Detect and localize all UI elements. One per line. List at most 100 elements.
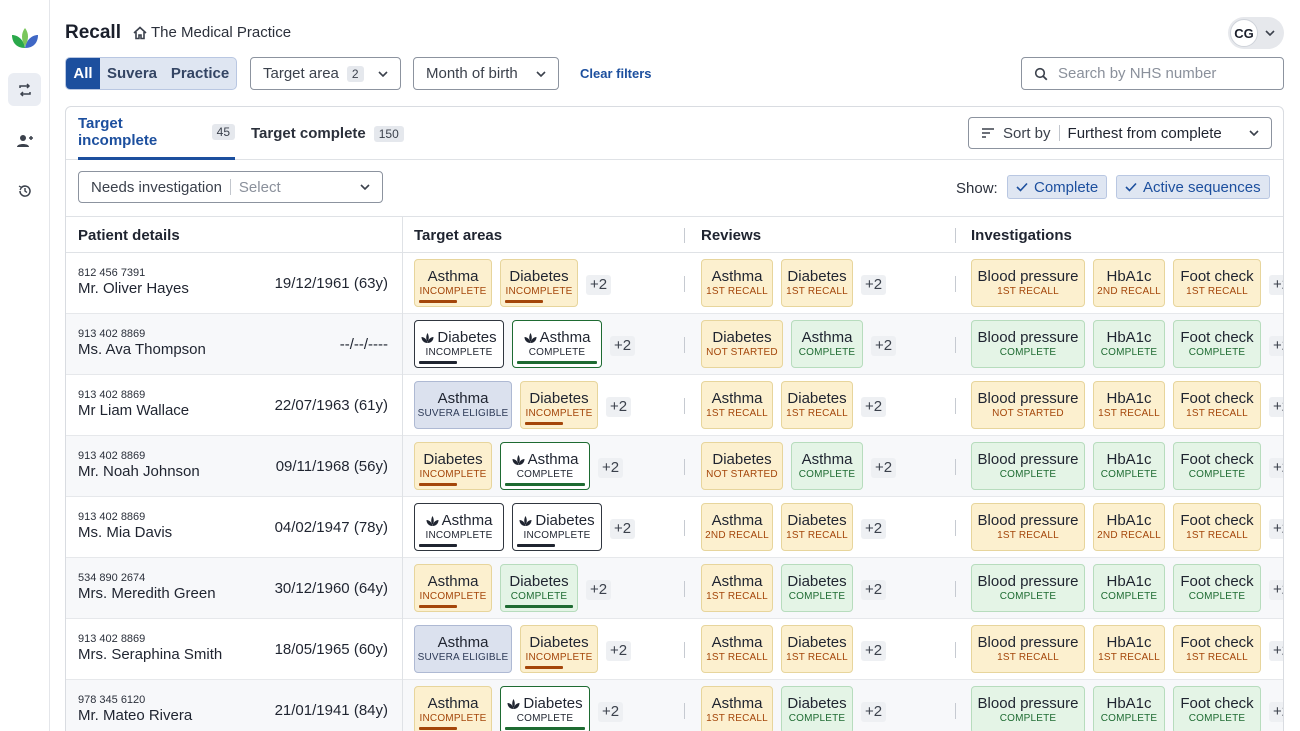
target-area-pill[interactable]: Asthma COMPLETE	[512, 320, 602, 368]
investigation-pill[interactable]: HbA1c COMPLETE	[1093, 686, 1165, 731]
investigation-pill[interactable]: Foot check COMPLETE	[1173, 320, 1261, 368]
show-complete-chip[interactable]: Complete	[1007, 175, 1108, 199]
target-area-pill[interactable]: Diabetes COMPLETE	[500, 686, 590, 731]
target-area-pill[interactable]: Asthma SUVERA ELIGIBLE	[414, 381, 512, 429]
review-pill[interactable]: Diabetes 1ST RECALL	[781, 381, 853, 429]
review-pill[interactable]: Diabetes COMPLETE	[781, 686, 853, 731]
review-pill[interactable]: Asthma COMPLETE	[791, 320, 863, 368]
search-input[interactable]	[1058, 65, 1268, 82]
target-area-pill[interactable]: Diabetes INCOMPLETE	[520, 381, 598, 429]
segment-suvera[interactable]: Suvera	[106, 65, 158, 82]
investigation-pill[interactable]: HbA1c COMPLETE	[1093, 442, 1165, 490]
more-investigations-badge[interactable]: +2	[1269, 336, 1283, 356]
sort-select[interactable]: Sort by Furthest from complete	[968, 117, 1272, 149]
target-area-pill[interactable]: Asthma INCOMPLETE	[414, 259, 492, 307]
review-pill[interactable]: Asthma 1ST RECALL	[701, 625, 773, 673]
review-pill[interactable]: Asthma COMPLETE	[791, 442, 863, 490]
review-pill[interactable]: Asthma 1ST RECALL	[701, 564, 773, 612]
more-targets-badge[interactable]: +2	[598, 702, 624, 722]
segment-practice[interactable]: Practice	[170, 65, 230, 82]
more-reviews-badge[interactable]: +2	[861, 519, 887, 539]
more-investigations-badge[interactable]: +2	[1269, 702, 1283, 722]
more-reviews-badge[interactable]: +2	[861, 580, 887, 600]
more-targets-badge[interactable]: +2	[610, 519, 636, 539]
investigation-pill[interactable]: Foot check 1ST RECALL	[1173, 259, 1261, 307]
more-targets-badge[interactable]: +2	[610, 336, 636, 356]
target-area-select[interactable]: Target area 2	[250, 57, 401, 90]
investigation-pill[interactable]: Foot check COMPLETE	[1173, 564, 1261, 612]
target-area-pill[interactable]: Asthma INCOMPLETE	[414, 564, 492, 612]
more-investigations-badge[interactable]: +2	[1269, 397, 1283, 417]
more-reviews-badge[interactable]: +2	[861, 641, 887, 661]
more-reviews-badge[interactable]: +2	[871, 458, 897, 478]
table-row[interactable]: 913 402 8869 Mrs. Seraphina Smith 18/05/19…	[66, 619, 1283, 680]
history-nav-button[interactable]	[8, 174, 41, 207]
target-area-pill[interactable]: Diabetes INCOMPLETE	[512, 503, 602, 551]
investigation-pill[interactable]: Blood pressure COMPLETE	[971, 686, 1085, 731]
review-pill[interactable]: Asthma 1ST RECALL	[701, 686, 773, 731]
investigation-pill[interactable]: Blood pressure COMPLETE	[971, 320, 1085, 368]
more-reviews-badge[interactable]: +2	[861, 275, 887, 295]
review-pill[interactable]: Diabetes NOT STARTED	[701, 320, 783, 368]
investigation-pill[interactable]: Foot check 1ST RECALL	[1173, 503, 1261, 551]
segment-all[interactable]: All	[66, 58, 100, 89]
investigation-pill[interactable]: HbA1c COMPLETE	[1093, 564, 1165, 612]
target-area-pill[interactable]: Diabetes INCOMPLETE	[520, 625, 598, 673]
table-row[interactable]: 812 456 7391 Mr. Oliver Hayes 19/12/1961 (…	[66, 253, 1283, 314]
target-area-pill[interactable]: Asthma COMPLETE	[500, 442, 590, 490]
target-area-pill[interactable]: Asthma INCOMPLETE	[414, 686, 492, 731]
review-pill[interactable]: Asthma 1ST RECALL	[701, 381, 773, 429]
review-pill[interactable]: Diabetes NOT STARTED	[701, 442, 783, 490]
more-targets-badge[interactable]: +2	[606, 641, 632, 661]
investigation-pill[interactable]: HbA1c 1ST RECALL	[1093, 625, 1165, 673]
more-reviews-badge[interactable]: +2	[861, 397, 887, 417]
more-investigations-badge[interactable]: +2	[1269, 458, 1283, 478]
investigation-pill[interactable]: Blood pressure 1ST RECALL	[971, 259, 1085, 307]
clear-filters-link[interactable]: Clear filters	[580, 66, 652, 81]
table-row[interactable]: 913 402 8869 Mr Liam Wallace 22/07/1963 (6…	[66, 375, 1283, 436]
investigation-pill[interactable]: HbA1c 1ST RECALL	[1093, 381, 1165, 429]
more-targets-badge[interactable]: +2	[598, 458, 624, 478]
review-pill[interactable]: Diabetes 1ST RECALL	[781, 625, 853, 673]
target-area-pill[interactable]: Asthma SUVERA ELIGIBLE	[414, 625, 512, 673]
more-reviews-badge[interactable]: +2	[861, 702, 887, 722]
more-targets-badge[interactable]: +2	[586, 275, 612, 295]
investigation-pill[interactable]: Blood pressure NOT STARTED	[971, 381, 1085, 429]
more-targets-badge[interactable]: +2	[606, 397, 632, 417]
investigation-pill[interactable]: Blood pressure 1ST RECALL	[971, 503, 1085, 551]
target-area-pill[interactable]: Diabetes INCOMPLETE	[414, 320, 504, 368]
investigation-pill[interactable]: Foot check 1ST RECALL	[1173, 625, 1261, 673]
review-pill[interactable]: Asthma 1ST RECALL	[701, 259, 773, 307]
target-area-pill[interactable]: Diabetes INCOMPLETE	[500, 259, 578, 307]
table-row[interactable]: 978 345 6120 Mr. Mateo Rivera 21/01/1941 (…	[66, 680, 1283, 731]
investigation-pill[interactable]: Foot check 1ST RECALL	[1173, 381, 1261, 429]
investigation-pill[interactable]: Blood pressure COMPLETE	[971, 442, 1085, 490]
more-investigations-badge[interactable]: +2	[1269, 519, 1283, 539]
table-row[interactable]: 913 402 8869 Ms. Mia Davis 04/02/1947 (78y…	[66, 497, 1283, 558]
more-investigations-badge[interactable]: +2	[1269, 641, 1283, 661]
investigation-pill[interactable]: Blood pressure COMPLETE	[971, 564, 1085, 612]
table-row[interactable]: 913 402 8869 Ms. Ava Thompson --/--/---- D…	[66, 314, 1283, 375]
more-reviews-badge[interactable]: +2	[871, 336, 897, 356]
patients-nav-button[interactable]	[8, 124, 41, 157]
needs-investigation-select[interactable]: Needs investigation Select	[78, 171, 383, 203]
table-row[interactable]: 534 890 2674 Mrs. Meredith Green 30/12/196…	[66, 558, 1283, 619]
month-of-birth-select[interactable]: Month of birth	[413, 57, 559, 90]
investigation-pill[interactable]: Blood pressure 1ST RECALL	[971, 625, 1085, 673]
review-pill[interactable]: Diabetes 1ST RECALL	[781, 259, 853, 307]
table-row[interactable]: 913 402 8869 Mr. Noah Johnson 09/11/1968 (…	[66, 436, 1283, 497]
target-area-pill[interactable]: Diabetes INCOMPLETE	[414, 442, 492, 490]
investigation-pill[interactable]: HbA1c 2ND RECALL	[1093, 259, 1165, 307]
more-investigations-badge[interactable]: +2	[1269, 275, 1283, 295]
more-investigations-badge[interactable]: +2	[1269, 580, 1283, 600]
recall-nav-button[interactable]	[8, 73, 41, 106]
user-menu[interactable]: CG	[1228, 17, 1284, 49]
tab-target-incomplete[interactable]: Target incomplete 45	[78, 107, 235, 160]
show-active-sequences-chip[interactable]: Active sequences	[1116, 175, 1270, 199]
investigation-pill[interactable]: Foot check COMPLETE	[1173, 442, 1261, 490]
review-pill[interactable]: Asthma 2ND RECALL	[701, 503, 773, 551]
tab-target-complete[interactable]: Target complete 150	[251, 107, 404, 160]
investigation-pill[interactable]: HbA1c 2ND RECALL	[1093, 503, 1165, 551]
investigation-pill[interactable]: HbA1c COMPLETE	[1093, 320, 1165, 368]
more-targets-badge[interactable]: +2	[586, 580, 612, 600]
